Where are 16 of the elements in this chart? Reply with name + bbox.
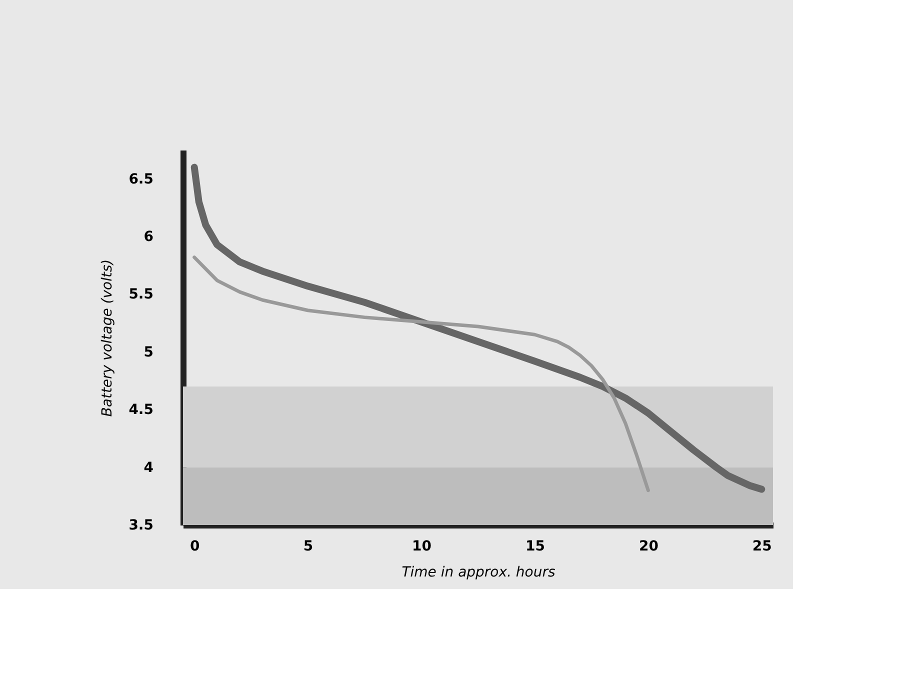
y-tick-label: 5.5 xyxy=(128,286,154,303)
y-axis-title: Battery voltage (volts) xyxy=(100,259,116,417)
x-tick-label: 5 xyxy=(303,538,314,554)
x-tick-label: 20 xyxy=(638,538,659,554)
y-tick-label: 6 xyxy=(144,229,154,246)
x-tick-label: 25 xyxy=(752,538,772,554)
x-tick-label: 0 xyxy=(190,538,200,554)
x-axis-title: Time in approx. hours xyxy=(402,564,556,580)
y-tick-label: 3.5 xyxy=(128,518,154,534)
y-tick-label: 4.5 xyxy=(128,402,154,418)
y-tick-label: 5 xyxy=(144,344,154,360)
x-tick-label: 10 xyxy=(412,538,432,554)
x-tick-label: 15 xyxy=(525,538,545,554)
y-tick-label: 6.5 xyxy=(128,171,154,188)
y-tick-label: 4 xyxy=(144,460,154,476)
line-series xyxy=(192,256,650,492)
